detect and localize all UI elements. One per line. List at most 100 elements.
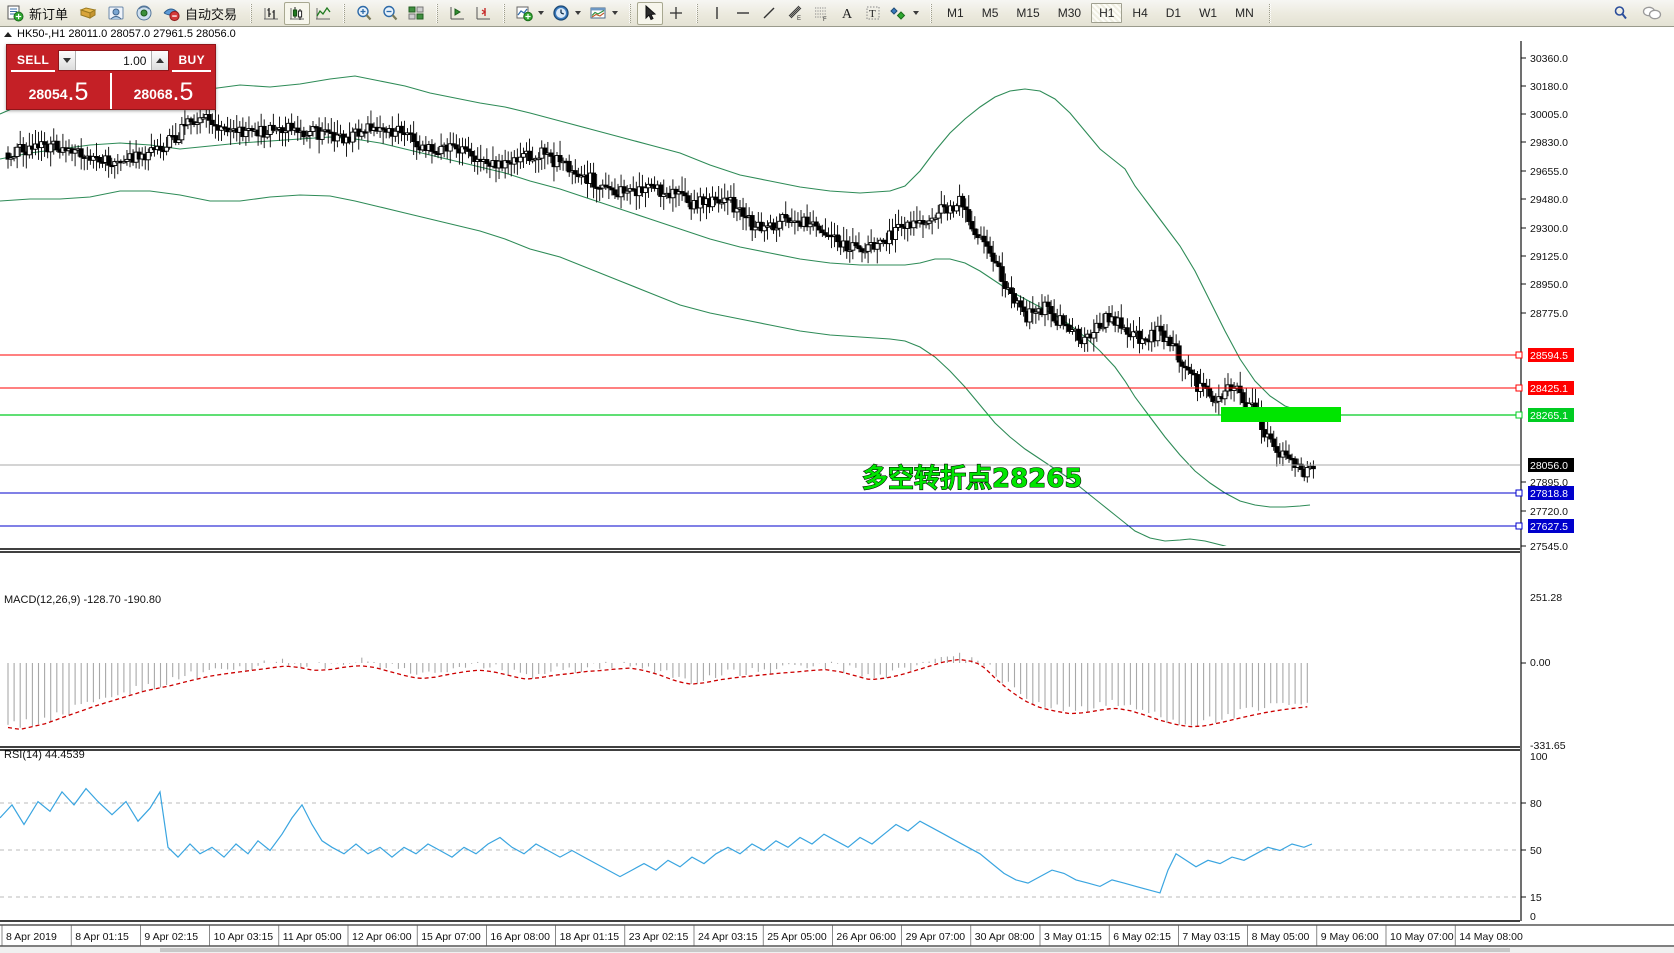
price-tag-support[interactable]: 27627.5 xyxy=(1528,519,1574,533)
shapes-icon[interactable] xyxy=(886,2,923,25)
timeframe-mn[interactable]: MN xyxy=(1235,6,1254,20)
svg-text:F: F xyxy=(823,17,827,22)
highlight-box[interactable] xyxy=(1221,407,1341,422)
candle-body xyxy=(307,131,313,136)
search-icon[interactable] xyxy=(1608,2,1634,25)
timeframe-m5[interactable]: M5 xyxy=(981,6,999,20)
candle-body xyxy=(850,242,856,251)
candle-body xyxy=(1292,458,1298,468)
buy-price-decimal: .5 xyxy=(172,78,194,106)
buy-price[interactable]: 28068 .5 xyxy=(112,73,215,109)
collapse-triangle-icon[interactable] xyxy=(4,31,12,37)
line-chart-icon[interactable] xyxy=(310,2,336,25)
time-tick-label: 6 May 02:15 xyxy=(1113,931,1171,943)
candle-body xyxy=(548,152,554,157)
price-level-tags[interactable]: 28594.5 28425.1 28265.1 28056.0 27818.8 27627… xyxy=(1528,348,1574,533)
new-order-button[interactable]: 新订单 xyxy=(2,2,74,25)
price-tag-label: 28594.5 xyxy=(1530,350,1568,362)
equidistant-channel-icon[interactable]: E xyxy=(782,2,808,25)
candle-body xyxy=(963,206,969,211)
candle-body xyxy=(1185,366,1191,371)
candle-body xyxy=(20,144,26,153)
timeframe-w1[interactable]: W1 xyxy=(1199,6,1218,20)
candle-body xyxy=(996,262,1002,268)
text-label-icon[interactable]: A xyxy=(834,2,860,25)
autotrade-button[interactable]: 自动交易 xyxy=(158,2,243,25)
anchor-handle-3[interactable] xyxy=(1515,411,1523,419)
indicators-icon[interactable] xyxy=(511,2,548,25)
price-tag-current[interactable]: 28056.0 xyxy=(1528,458,1574,472)
anchor-handle-5[interactable] xyxy=(1515,522,1523,530)
trade-panel-top-row: SELL 1.00 BUY xyxy=(7,45,215,73)
timeframe-h1[interactable]: H1 xyxy=(1091,3,1123,23)
cursor-icon[interactable] xyxy=(637,1,664,25)
candle-body xyxy=(844,240,850,252)
horizontal-line-icon[interactable] xyxy=(730,2,756,25)
sell-price[interactable]: 28054 .5 xyxy=(7,73,110,109)
chart-shift-icon[interactable] xyxy=(444,2,470,25)
tile-windows-icon[interactable] xyxy=(403,2,429,25)
network-icon[interactable] xyxy=(135,4,153,22)
chart-annotation-text[interactable]: 多空转折点28265 xyxy=(861,462,1083,494)
candle-body xyxy=(740,207,746,217)
text-box-icon[interactable]: T xyxy=(860,2,886,25)
timeframe-m15[interactable]: M15 xyxy=(1016,6,1040,20)
candlestick-chart-icon[interactable] xyxy=(284,1,311,25)
timeframe-m1[interactable]: M1 xyxy=(947,6,964,20)
chart-canvas[interactable]: 多空转折点28265 MACD(12,26,9) -128.70 -190.80… xyxy=(0,41,1674,953)
price-tag-label: 27627.5 xyxy=(1530,521,1568,533)
price-tag-resistance[interactable]: 28425.1 xyxy=(1528,381,1574,395)
one-click-trading-panel[interactable]: SELL 1.00 BUY 28054 .5 xyxy=(6,44,216,110)
anchor-handle-2[interactable] xyxy=(1515,384,1523,392)
candle-body xyxy=(935,212,941,219)
anchor-handle-4[interactable] xyxy=(1515,489,1523,497)
timeframe-m30[interactable]: M30 xyxy=(1057,6,1082,20)
chart-area[interactable]: 多空转折点28265 MACD(12,26,9) -128.70 -190.80… xyxy=(0,41,1674,953)
folder-icon[interactable] xyxy=(79,4,97,22)
candle-body xyxy=(164,146,170,152)
sell-button[interactable]: SELL xyxy=(11,50,56,72)
chevron-down-icon-3[interactable] xyxy=(612,11,619,15)
bar-chart-icon[interactable] xyxy=(258,2,284,25)
price-tick-27720-0: 27720.0 xyxy=(1530,506,1568,518)
price-tag-pivot[interactable]: 28265.1 xyxy=(1528,408,1574,422)
volume-decrease-button[interactable] xyxy=(59,51,77,70)
time-tick-label: 26 Apr 06:00 xyxy=(836,931,896,943)
candle-body xyxy=(603,184,609,187)
timeframe-h4[interactable]: H4 xyxy=(1132,6,1148,20)
candle-body xyxy=(1179,361,1185,367)
chevron-down-icon-2[interactable] xyxy=(575,11,582,15)
price-tag-resistance[interactable]: 28594.5 xyxy=(1528,348,1574,362)
volume-increase-button[interactable] xyxy=(151,51,169,70)
candle-body xyxy=(572,170,578,175)
toolbar-separator-5 xyxy=(626,3,634,23)
timeframe-d1[interactable]: D1 xyxy=(1165,6,1182,20)
auto-scroll-icon[interactable] xyxy=(470,2,496,25)
time-tick-label: 12 Apr 06:00 xyxy=(352,931,412,943)
candle-body xyxy=(710,196,715,208)
profile-icon[interactable] xyxy=(107,4,125,22)
chevron-down-icon[interactable] xyxy=(538,11,545,15)
volume-input[interactable]: 1.00 xyxy=(123,53,147,68)
price-tick-29655-0: 29655.0 xyxy=(1530,166,1568,178)
zoom-out-icon[interactable] xyxy=(377,2,403,25)
chevron-down-icon-4[interactable] xyxy=(913,11,920,15)
buy-button[interactable]: BUY xyxy=(172,50,211,72)
fibonacci-icon[interactable]: F xyxy=(808,2,834,25)
anchor-handle-1[interactable] xyxy=(1515,351,1523,359)
trendline-icon[interactable] xyxy=(756,2,782,25)
zoom-in-icon[interactable] xyxy=(351,2,377,25)
chat-icon[interactable] xyxy=(1638,2,1666,25)
candle-body xyxy=(228,129,234,133)
templates-icon[interactable] xyxy=(585,2,622,25)
candle-body xyxy=(1048,306,1054,315)
crosshair-icon[interactable] xyxy=(663,2,689,25)
volume-stepper[interactable]: 1.00 xyxy=(58,50,170,71)
price-tag-support[interactable]: 27818.8 xyxy=(1528,486,1574,500)
horizontal-scrollbar-thumb[interactable] xyxy=(160,948,1510,952)
candle-body xyxy=(1155,325,1161,342)
period-icon[interactable] xyxy=(548,2,585,25)
bollinger-upper-band xyxy=(0,75,1311,417)
candle-body xyxy=(557,155,563,163)
vertical-line-icon[interactable] xyxy=(704,2,730,25)
